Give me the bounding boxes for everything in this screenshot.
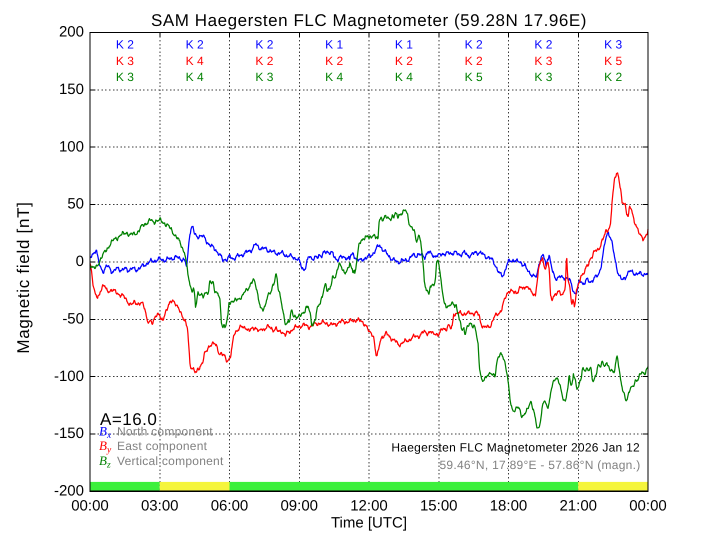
svg-text:Haegersten FLC Magnetometer 20: Haegersten FLC Magnetometer 2026 Jan 12 — [391, 441, 640, 455]
svg-text:Magnetic field [nT]: Magnetic field [nT] — [14, 201, 33, 353]
svg-text:K 2: K 2 — [255, 54, 273, 68]
svg-text:-50: -50 — [62, 311, 84, 328]
svg-text:K 4: K 4 — [325, 70, 343, 84]
svg-text:150: 150 — [59, 81, 84, 98]
svg-text:K 5: K 5 — [604, 54, 622, 68]
svg-text:K 3: K 3 — [255, 70, 273, 84]
svg-text:-100: -100 — [54, 368, 84, 385]
svg-text:21:00: 21:00 — [559, 498, 597, 515]
svg-text:Time [UTC]: Time [UTC] — [331, 515, 407, 532]
svg-text:-150: -150 — [54, 425, 84, 442]
svg-text:K 3: K 3 — [534, 54, 552, 68]
svg-text:03:00: 03:00 — [141, 498, 179, 515]
svg-text:K 2: K 2 — [465, 38, 483, 52]
svg-text:K 2: K 2 — [395, 54, 413, 68]
svg-text:K 1: K 1 — [395, 38, 413, 52]
svg-text:K 3: K 3 — [604, 38, 622, 52]
svg-text:North component: North component — [117, 425, 213, 439]
svg-text:K 3: K 3 — [116, 70, 134, 84]
svg-text:K 4: K 4 — [186, 54, 204, 68]
svg-text:09:00: 09:00 — [280, 498, 318, 515]
svg-text:K 4: K 4 — [186, 70, 204, 84]
svg-text:K 5: K 5 — [465, 70, 483, 84]
svg-text:A=16.0: A=16.0 — [100, 410, 157, 429]
svg-text:K 1: K 1 — [325, 38, 343, 52]
svg-text:00:00: 00:00 — [71, 498, 109, 515]
svg-text:K 2: K 2 — [534, 38, 552, 52]
svg-text:K 2: K 2 — [465, 54, 483, 68]
svg-text:SAM Haegersten FLC Magnetomete: SAM Haegersten FLC Magnetometer (59.28N … — [151, 11, 587, 30]
svg-text:0: 0 — [76, 253, 84, 270]
svg-text:K 2: K 2 — [116, 38, 134, 52]
svg-text:East component: East component — [117, 439, 208, 453]
svg-text:18:00: 18:00 — [490, 498, 528, 515]
svg-text:100: 100 — [59, 138, 84, 155]
svg-text:50: 50 — [67, 196, 84, 213]
svg-text:-200: -200 — [54, 483, 84, 500]
svg-text:K 2: K 2 — [604, 70, 622, 84]
svg-text:06:00: 06:00 — [211, 498, 249, 515]
svg-text:59.46°N, 17.89°E - 57.86°N (ma: 59.46°N, 17.89°E - 57.86°N (magn.) — [439, 458, 640, 472]
svg-text:Bz: Bz — [99, 453, 111, 471]
svg-text:12:00: 12:00 — [350, 498, 388, 515]
svg-text:K 3: K 3 — [534, 70, 552, 84]
svg-text:15:00: 15:00 — [420, 498, 458, 515]
svg-text:K 2: K 2 — [255, 38, 273, 52]
svg-text:K 2: K 2 — [186, 38, 204, 52]
svg-text:200: 200 — [59, 24, 84, 41]
svg-text:00:00: 00:00 — [629, 498, 667, 515]
svg-text:K 3: K 3 — [116, 54, 134, 68]
svg-text:K 2: K 2 — [325, 54, 343, 68]
svg-text:K 4: K 4 — [395, 70, 413, 84]
svg-text:Vertical component: Vertical component — [117, 454, 224, 468]
